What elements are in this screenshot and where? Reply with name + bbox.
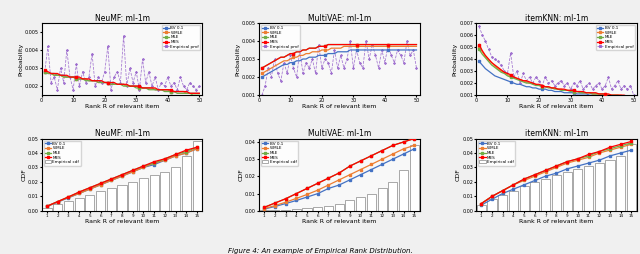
X-axis label: Rank R of relevant item: Rank R of relevant item — [519, 219, 593, 224]
Bar — [292, 209, 301, 211]
X-axis label: Rank R of relevant item: Rank R of relevant item — [302, 219, 376, 224]
X-axis label: Rank R of relevant item: Rank R of relevant item — [302, 104, 376, 109]
Bar — [139, 178, 148, 211]
Bar — [573, 169, 582, 211]
Y-axis label: Probability: Probability — [452, 42, 458, 76]
Bar — [552, 175, 561, 211]
Bar — [399, 169, 408, 211]
Bar — [388, 182, 397, 211]
Bar — [477, 205, 486, 211]
Bar — [378, 188, 387, 211]
Bar — [356, 197, 365, 211]
Bar — [584, 166, 593, 211]
Bar — [53, 204, 62, 211]
Bar — [605, 160, 614, 211]
Title: NeuMF: ml-1m: NeuMF: ml-1m — [95, 130, 150, 138]
Bar — [150, 175, 159, 211]
Legend: BV 0.1, WMLE, MLE, MES, Empirical cdf: BV 0.1, WMLE, MLE, MES, Empirical cdf — [44, 141, 81, 166]
Bar — [313, 207, 323, 211]
Bar — [64, 201, 73, 211]
Title: itemKNN: ml-1m: itemKNN: ml-1m — [525, 14, 588, 23]
Bar — [616, 156, 625, 211]
Bar — [488, 199, 497, 211]
Y-axis label: Probability: Probability — [236, 42, 241, 76]
Bar — [128, 182, 138, 211]
Bar — [193, 141, 202, 211]
Title: itemKNN: ml-1m: itemKNN: ml-1m — [525, 130, 588, 138]
Bar — [335, 204, 344, 211]
Bar — [96, 190, 105, 211]
Bar — [303, 208, 312, 211]
X-axis label: Rank R of relevant item: Rank R of relevant item — [85, 219, 159, 224]
Bar — [182, 156, 191, 211]
Legend: BV 0.1, WMLE, MLE, MES, Empirical cdf: BV 0.1, WMLE, MLE, MES, Empirical cdf — [478, 141, 515, 166]
Bar — [541, 179, 550, 211]
X-axis label: Rank R of relevant item: Rank R of relevant item — [85, 104, 159, 109]
Legend: BV 0.1, WMLE, MLE, MES, Empirical pmf: BV 0.1, WMLE, MLE, MES, Empirical pmf — [596, 25, 635, 50]
Bar — [171, 167, 180, 211]
Bar — [627, 144, 636, 211]
Bar — [85, 195, 95, 211]
Bar — [595, 163, 604, 211]
Bar — [531, 182, 540, 211]
Bar — [563, 172, 572, 211]
Bar — [281, 210, 290, 211]
Bar — [42, 208, 51, 211]
Bar — [118, 185, 127, 211]
Bar — [75, 198, 84, 211]
Bar — [324, 206, 333, 211]
Title: NeuMF: ml-1m: NeuMF: ml-1m — [95, 14, 150, 23]
Y-axis label: CDF: CDF — [239, 168, 244, 181]
Title: MultiVAE: ml-1m: MultiVAE: ml-1m — [308, 14, 371, 23]
Bar — [498, 195, 508, 211]
Bar — [346, 200, 355, 211]
Bar — [161, 172, 170, 211]
Legend: BV 0.1, WMLE, MLE, MES, Empirical pmf: BV 0.1, WMLE, MLE, MES, Empirical pmf — [261, 25, 300, 50]
Legend: BV 0.1, WMLE, MLE, MES, Empirical pmf: BV 0.1, WMLE, MLE, MES, Empirical pmf — [162, 25, 200, 50]
Y-axis label: Probability: Probability — [19, 42, 24, 76]
Bar — [509, 190, 518, 211]
Bar — [367, 194, 376, 211]
Bar — [107, 188, 116, 211]
Bar — [410, 145, 419, 211]
Y-axis label: CDF: CDF — [22, 168, 26, 181]
Title: MultiVAE: ml-1m: MultiVAE: ml-1m — [308, 130, 371, 138]
Y-axis label: CDF: CDF — [456, 168, 461, 181]
Legend: BV 0.1, WMLE, MLE, MES, Empirical cdf: BV 0.1, WMLE, MLE, MES, Empirical cdf — [261, 141, 298, 166]
Text: Figure 4: An example of Empirical Rank Distribution.: Figure 4: An example of Empirical Rank D… — [228, 248, 412, 254]
Bar — [270, 210, 280, 211]
X-axis label: Rank R of relevant item: Rank R of relevant item — [519, 104, 593, 109]
Bar — [520, 186, 529, 211]
